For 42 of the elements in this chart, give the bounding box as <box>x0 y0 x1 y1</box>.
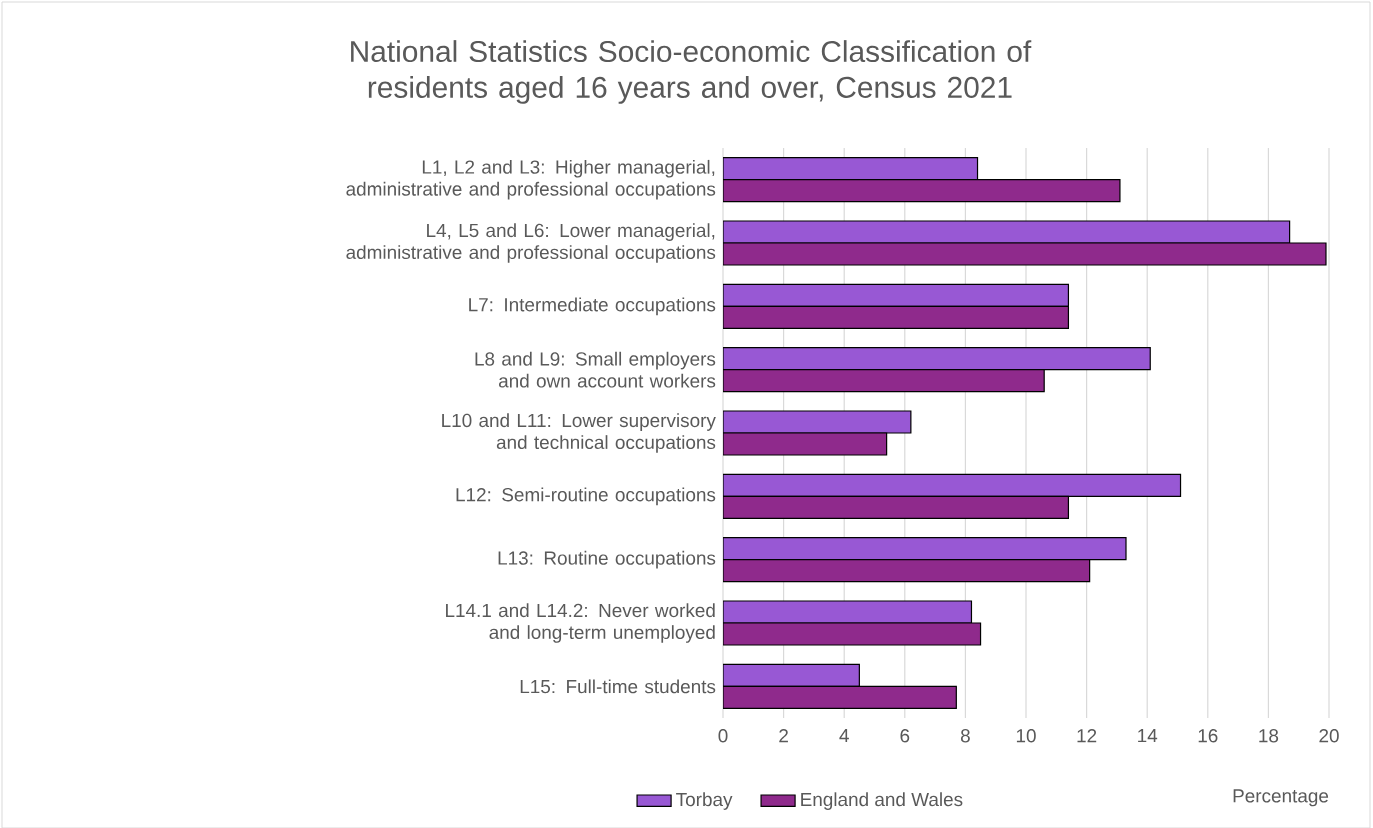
bar <box>723 220 1291 244</box>
bar <box>723 600 973 624</box>
x-tick-label: 12 <box>1077 729 1097 743</box>
y-tick-label: L1, L2 and L3: Higher managerial, administrative and professional occupations <box>346 159 716 200</box>
x-tick-label: 8 <box>960 729 970 743</box>
bar <box>723 495 1070 519</box>
bar <box>723 179 1121 203</box>
bar <box>723 242 1327 266</box>
bar <box>723 622 982 646</box>
chart-title: National Statistics Socio-economic Classification of residents aged 16 years and over, Census 2021 <box>351 40 1032 104</box>
y-tick-label: L4, L5 and L6: Lower managerial, administrative and professional occupations <box>346 223 716 263</box>
x-tick-label: 0 <box>718 729 728 743</box>
y-tick-label: L8 and L9: Small employers and own account workers <box>475 351 716 388</box>
y-tick-label: L15: Full-time students <box>520 679 716 694</box>
bar <box>723 537 1127 561</box>
x-tick-label: 20 <box>1319 729 1339 743</box>
y-tick-label: L7: Intermediate occupations <box>469 297 716 316</box>
y-tick-label: L12: Semi-routine occupations <box>456 487 716 506</box>
x-tick-label: 14 <box>1138 729 1158 743</box>
x-tick-label: 6 <box>900 729 910 743</box>
bar <box>723 432 888 456</box>
legend-label: England and Wales <box>801 792 963 810</box>
y-tick-label: L14.1 and L14.2: Never worked and long-term unemployed <box>446 603 715 643</box>
x-tick-label: 10 <box>1016 729 1036 743</box>
bar <box>723 283 1070 307</box>
x-tick-label: 16 <box>1198 729 1218 743</box>
bar <box>723 663 860 687</box>
x-tick-label: 4 <box>839 729 849 743</box>
bar <box>723 559 1091 583</box>
bar <box>723 685 957 709</box>
bar <box>723 473 1182 497</box>
bar <box>723 157 979 181</box>
bar <box>723 305 1070 329</box>
x-tick-label: 2 <box>779 729 788 743</box>
bar <box>723 410 912 434</box>
x-tick-label: 18 <box>1259 729 1279 743</box>
bar <box>723 369 1045 393</box>
x-axis-title: Percentage <box>1233 789 1329 807</box>
y-tick-label: L13: Routine occupations <box>498 550 716 569</box>
legend-label: Torbay <box>676 792 733 810</box>
bar <box>723 347 1151 371</box>
y-tick-label: L10 and L11: Lower supervisory and technical occupations <box>442 413 716 453</box>
